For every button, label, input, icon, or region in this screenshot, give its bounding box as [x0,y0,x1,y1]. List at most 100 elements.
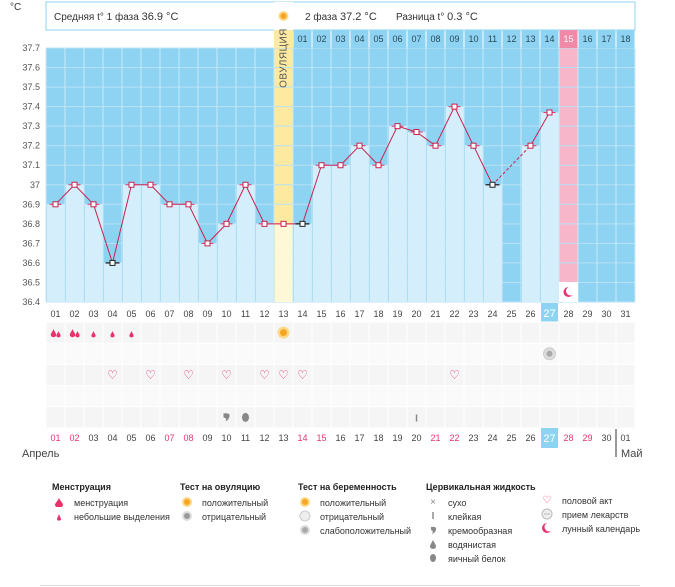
bottom-date-label: 02 [69,433,79,443]
temperature-bar [446,106,464,302]
legend-item: яичный белок [448,554,506,564]
data-point [451,103,458,110]
y-tick-label: 37.4 [22,102,40,112]
series-line [378,125,398,166]
data-point [261,220,268,227]
data-point [128,181,135,188]
bottom-date-label: 16 [335,433,345,443]
menstruation-heavy-icon [69,329,76,338]
data-point [527,142,534,149]
cycle-day-cell [445,30,464,48]
menstruation-heavy-icon [56,331,61,338]
temperature-bar [142,184,160,302]
pregnancy-negative-icon [298,510,312,524]
series-line [74,184,94,205]
date-label: 22 [449,309,459,319]
cycle-day-cell [597,30,616,48]
temperature-bar [256,223,274,302]
cycle-day-label: 12 [506,34,516,44]
cycle-day-label: 17 [601,34,611,44]
moon-icon-cutout [566,286,575,296]
y-tick-label: 37.2 [22,141,40,151]
temperature-bar [389,126,407,303]
bottom-date-label: 06 [145,433,155,443]
temperature-bar [351,145,369,302]
date-label: 09 [202,309,212,319]
legend-title: Цервикальная жидкость [426,482,536,492]
temperature-bar [161,204,179,302]
series-line [150,184,170,205]
pill-icon [540,508,554,522]
cycle-day-cell [483,30,502,48]
bottom-date-label: 04 [107,433,117,443]
temperature-bar [541,112,559,302]
date-label: 26 [525,309,535,319]
temperature-bar [275,223,293,302]
egg-white-icon [426,552,440,566]
menstruation-heavy-icon [52,496,66,510]
temperature-bar [313,165,331,302]
temperature-bar [370,165,388,302]
heart-icon: ♡ [297,368,308,382]
date-label: 28 [563,309,573,319]
series-line [226,184,246,225]
heart-icon: ♡ [183,368,194,382]
date-label: 30 [601,309,611,319]
legend-item: прием лекарств [562,510,629,520]
temperature-bar [237,184,255,302]
date-label: 21 [430,309,440,319]
temperature-bar [66,184,84,302]
legend-item: клейкая [448,512,482,522]
ovulation-sun-icon-core [280,13,287,19]
menstruation-heavy-icon [75,331,80,338]
data-point [413,129,420,136]
annotation-row [46,343,635,365]
bottom-date-label: 29 [582,433,592,443]
bottom-date-label: 13 [278,433,288,443]
temperature-bar [522,145,540,302]
bottom-date-label: 09 [202,433,212,443]
date-label: 27 [543,308,555,320]
menstruation-light-icon [129,331,134,338]
legend-item: водянистая [448,540,497,550]
series-line [112,184,132,264]
ovulation-negative-icon [180,510,194,524]
cycle-day-cell [350,30,369,48]
legend-item: положительный [320,498,387,508]
date-label: 31 [620,309,630,319]
temperature-bar [123,184,141,302]
data-point [52,201,59,208]
date-label: 05 [126,309,136,319]
bottom-date-label: 28 [563,433,573,443]
bottom-date-label: 12 [259,433,269,443]
y-tick-label: 36.8 [22,219,40,229]
heart-icon: ♡ [145,368,156,382]
pregnancy-weak-icon-core [546,350,553,357]
legend-title: Тест на беременность [298,482,397,492]
phase1-average: Средняя t° 1 фаза 36.9 °C [54,11,178,23]
legend-item: сухо [448,498,467,508]
heart-icon: ♡ [449,368,460,382]
bottom-date-label: 08 [183,433,193,443]
dry-icon: × [430,497,436,508]
date-label: 04 [107,309,117,319]
date-label: 11 [241,309,250,319]
bottom-date-label: 15 [316,433,326,443]
series-line [207,223,227,244]
date-label: 24 [487,309,497,319]
data-point [280,220,287,227]
month-label: Май [621,448,643,460]
date-label: 13 [278,309,288,319]
cycle-day-label: 03 [335,34,345,44]
creamy-icon [426,524,440,538]
bottom-date-label: 25 [506,433,516,443]
temperature-bar [408,132,426,302]
legend-item: слабоположительный [320,526,412,536]
heart-icon: ♡ [107,368,118,382]
temperature-bar [294,223,312,302]
date-label: 08 [183,309,193,319]
data-point [223,220,230,227]
menstruation-light-icon [52,510,66,524]
annotation-row [46,385,635,407]
bottom-date-label: 01 [620,433,630,443]
